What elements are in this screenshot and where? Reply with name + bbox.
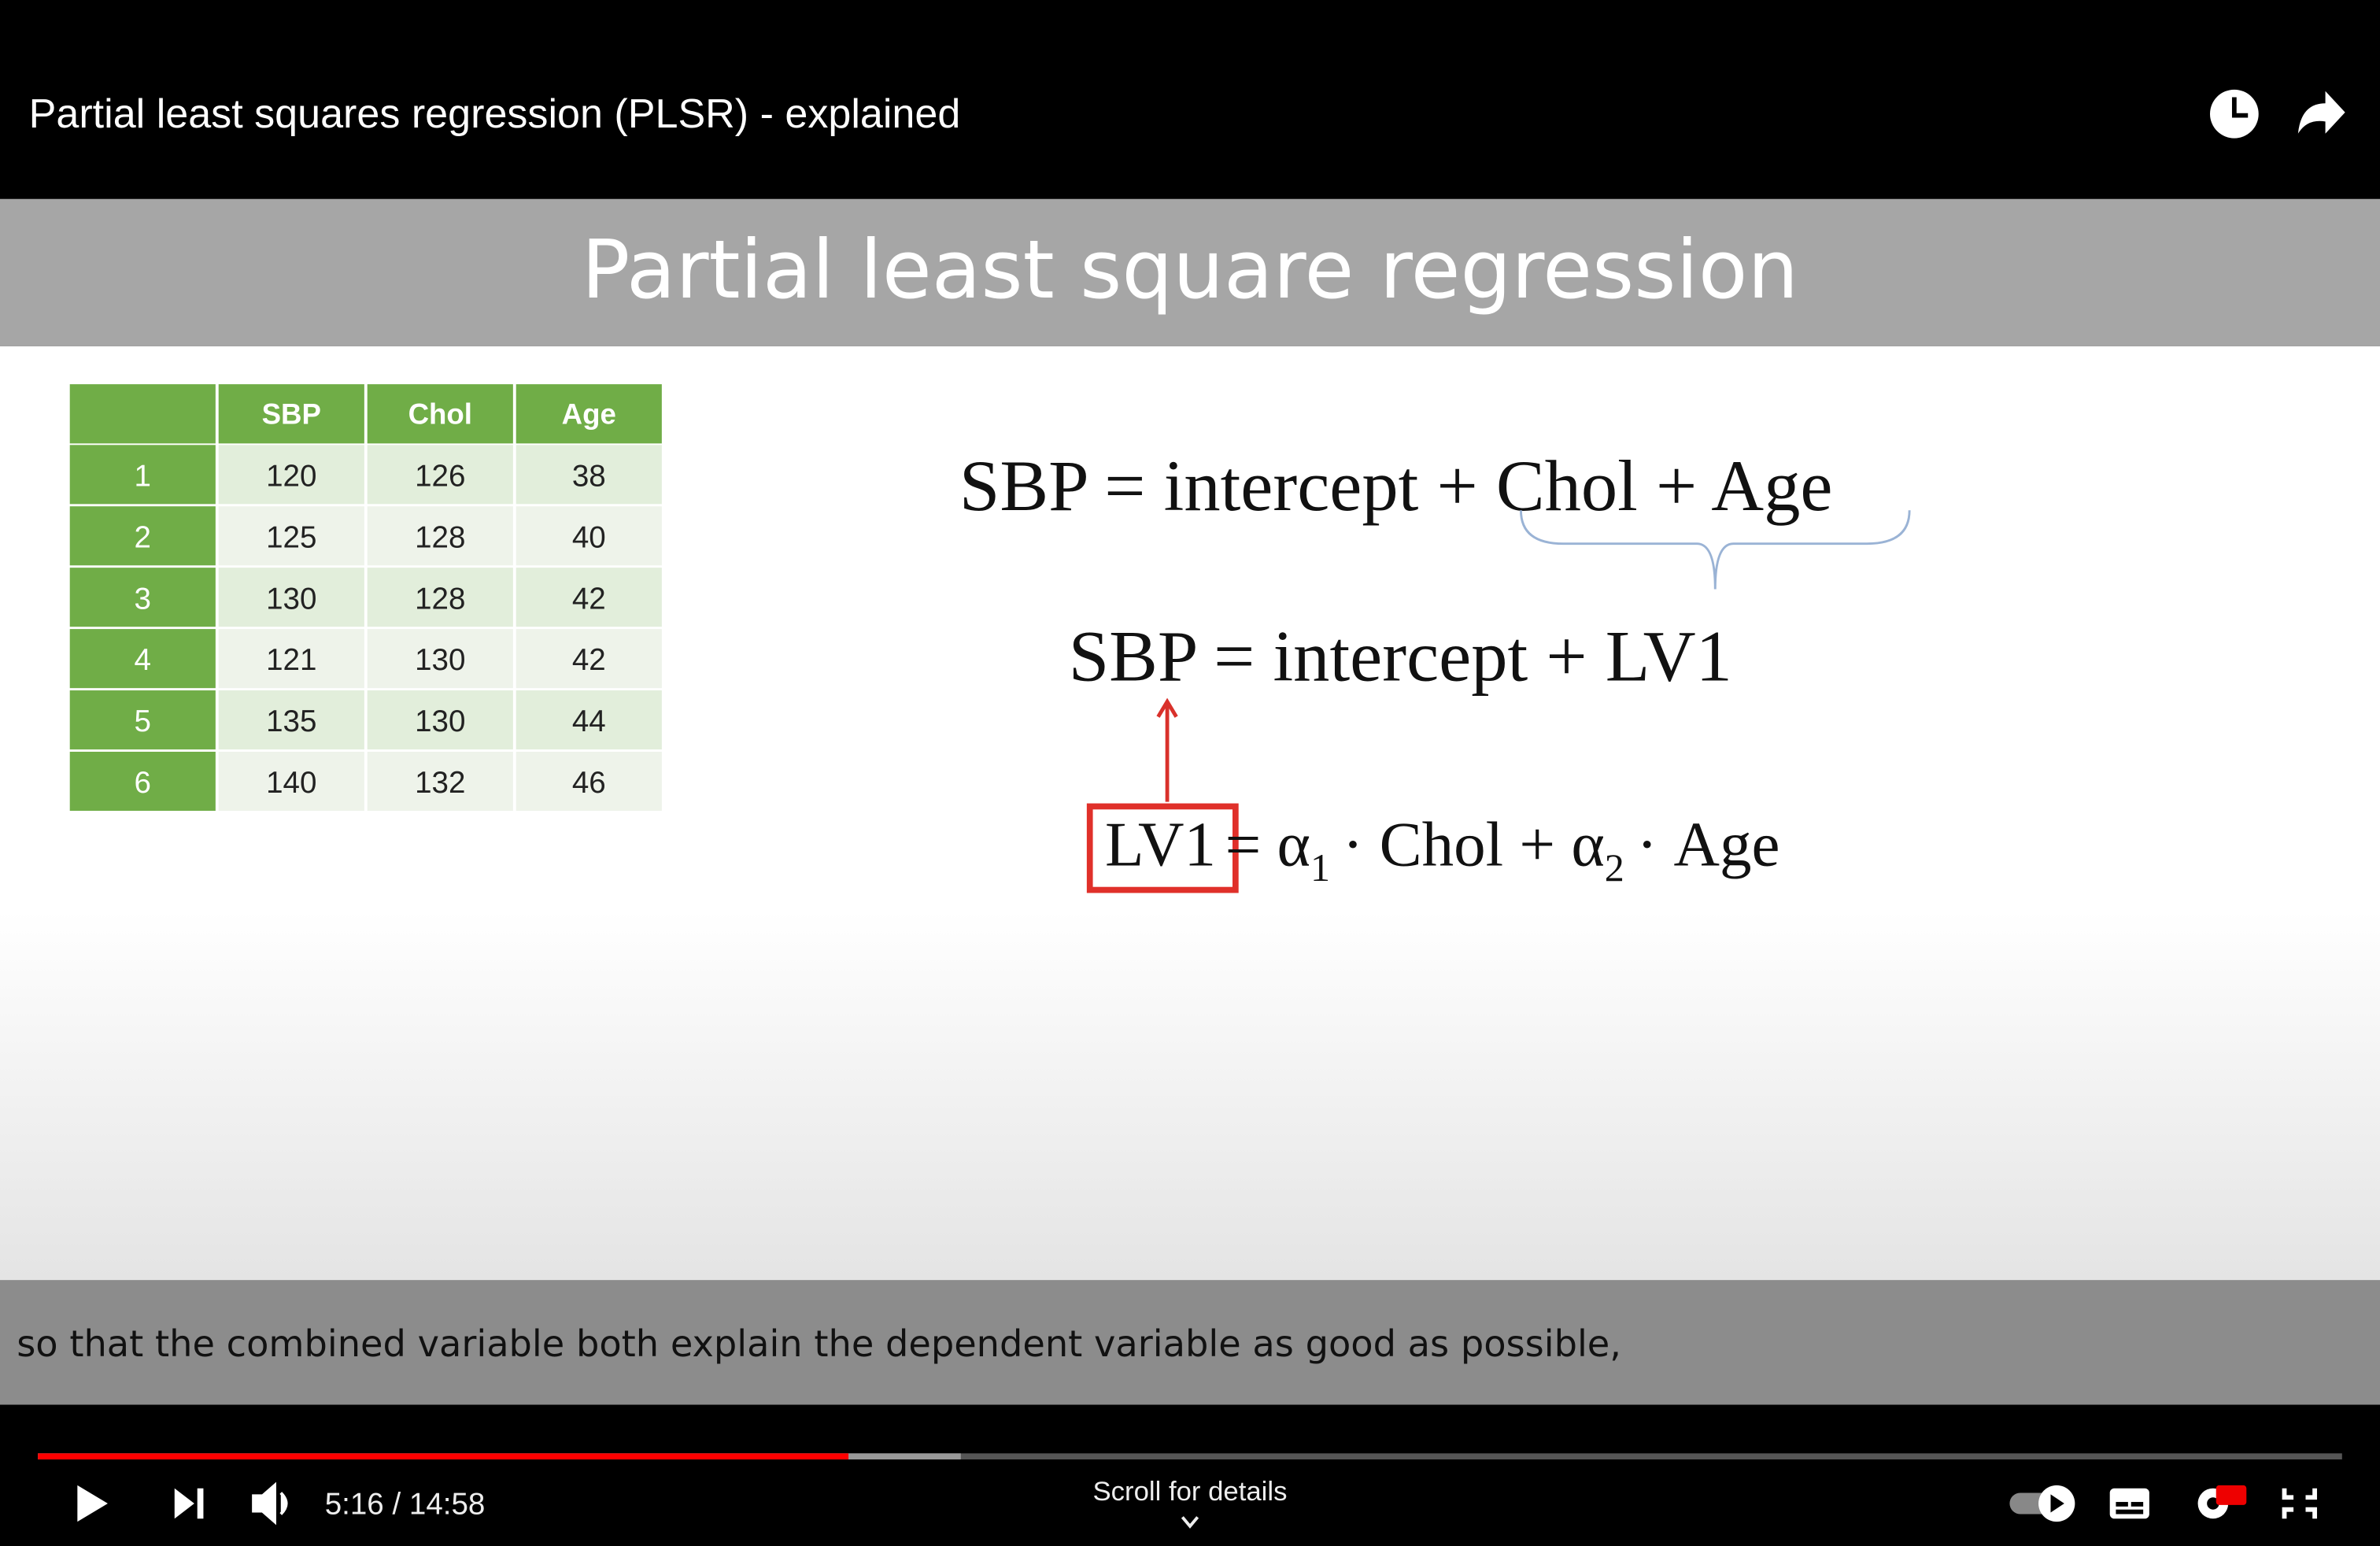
table-cell [516,751,662,812]
cell-value: 121 [266,643,316,677]
progress-played [38,1453,849,1460]
cell-value: 42 [572,582,606,616]
table-cell [218,506,364,566]
cell-value: 135 [266,705,316,738]
autoplay-toggle[interactable] [2009,1485,2075,1522]
share-icon[interactable] [2297,91,2345,134]
cell-value: 125 [266,520,316,554]
table-cell [367,690,513,750]
data-table: SBP Chol Age 1 120 126 38 2 125 128 40 3 130 128 42 4 12… [69,384,662,812]
time-display: 5:16 / 14:58 [325,1487,486,1521]
header-cell [69,384,216,444]
row-label-cell [69,629,216,689]
slide-title: Partial least square regression [582,224,1798,317]
top-bar [0,0,2380,199]
cell-value: 130 [415,643,465,677]
cell-value: 120 [266,459,316,493]
slide-fade [0,911,2380,1281]
eq-subscript: 1 [1310,845,1330,890]
next-button[interactable] [174,1488,204,1519]
table-cell [516,629,662,689]
caption-band [0,1280,2380,1405]
row-label: 3 [135,582,151,616]
scroll-hint[interactable]: Scroll for details [1093,1477,1288,1507]
table-cell [516,690,662,750]
equation-2: SBP = intercept + LV1 [1069,616,1732,697]
column-header: SBP [262,398,321,430]
table-cell [367,445,513,505]
cell-value: 42 [572,643,606,677]
slide-title-band [0,198,2380,346]
column-header: Age [562,398,616,430]
header-cell [367,384,513,444]
highlight-box [1086,803,1239,893]
chevron [1181,1516,1199,1529]
table-cell [367,506,513,566]
cell-value: 46 [572,766,606,800]
row-label: 1 [135,459,151,493]
table-cell [516,506,662,566]
header-cell [516,384,662,444]
cell-value: 140 [266,766,316,800]
cell-value: 128 [415,520,465,554]
brace [1519,510,1911,590]
table-cell [218,629,364,689]
play-button[interactable] [77,1485,108,1522]
table-cell [218,690,364,750]
eq-term: = α [1225,809,1310,880]
caption: so that the combined variable both expla… [17,1322,1621,1365]
eq-term: LV1 [1105,809,1216,880]
table-cell [218,445,364,505]
row-label-cell [69,506,216,566]
cell-value: 126 [415,459,465,493]
cell-value: 132 [415,766,465,800]
subtitles-button[interactable] [2109,1488,2149,1519]
cell-value: 44 [572,705,606,738]
eq-term: · Age [1636,809,1779,880]
row-label-cell [69,445,216,505]
table-cell [367,568,513,627]
row-label: 4 [135,643,151,677]
progress-track[interactable] [38,1453,2342,1460]
settings-button[interactable] [2197,1485,2247,1519]
cell-value: 40 [572,520,606,554]
row-label-cell [69,690,216,750]
equation-3: LV1 = α1 · Chol + α2 · Age [1105,809,1779,890]
cell-value: 38 [572,459,606,493]
arrow [1156,697,1178,802]
eq-term: · Chol + α [1342,809,1604,880]
table-cell [367,751,513,812]
table-cell [367,629,513,689]
table-cell [218,751,364,812]
cell-value: 128 [415,582,465,616]
video-title[interactable]: Partial least squares regression (PLSR) … [29,91,961,137]
row-label-cell [69,568,216,627]
column-header: Chol [408,398,472,430]
volume-button[interactable] [252,1481,288,1526]
row-label: 2 [135,520,151,554]
equation-1: SBP = intercept + Chol + Age [959,446,1833,527]
watch-later-icon[interactable] [2210,89,2259,139]
control-bar [0,1404,2380,1546]
header-cell [218,384,364,444]
row-label-cell [69,751,216,812]
table-cell [218,568,364,627]
cell-value: 130 [415,705,465,738]
eq-subscript: 2 [1605,845,1624,890]
row-label: 6 [135,766,151,800]
cell-value: 130 [266,582,316,616]
row-label: 5 [135,705,151,738]
table-cell [516,445,662,505]
exit-fullscreen-button[interactable] [2282,1488,2317,1519]
table-cell [516,568,662,627]
